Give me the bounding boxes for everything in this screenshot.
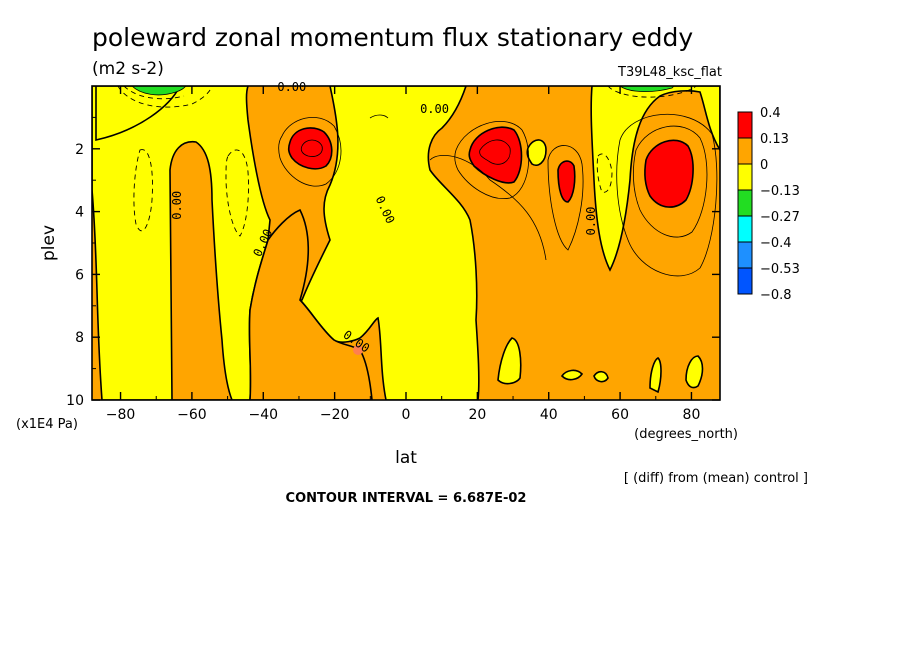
x-tick-label: −60 [177,407,207,423]
contour-ring-nh-big [616,113,718,277]
y-tick-label: 8 [75,330,84,346]
x-tick-label: 80 [683,407,701,423]
x-tick-label: 40 [540,407,558,423]
x-tick-label: 20 [468,407,486,423]
field-yellow-nh-blob-6 [593,370,609,383]
colorbar-label: 0 [760,158,768,173]
field-yellow-equator [298,86,480,400]
x-tick-label: −20 [320,407,350,423]
plot-area [92,86,720,400]
field-yellow-nh-blob-5 [560,369,584,381]
colorbar-swatch [737,137,753,165]
contour-thin-1 [429,155,547,261]
y-axis-units: (x1E4 Pa) [16,417,78,432]
colorbar-swatch [737,163,753,191]
colorbar-label: 0.4 [760,106,781,121]
experiment-label: T39L48_ksc_flat [617,65,722,80]
y-tick-label: 10 [66,393,84,409]
field-yellow-nh-blob-3 [649,357,662,394]
field-salmon-spot [353,345,363,355]
colorbar-swatch [737,189,753,217]
field-red-nh-2 [557,160,576,203]
contour-interval: CONTOUR INTERVAL = 6.687E-02 [286,491,527,506]
contour-label: 0.00 [277,80,306,94]
chart-units: (m2 s-2) [92,59,164,79]
y-axis-label: plev [39,225,59,261]
diff-note: [ (diff) from (mean) control ] [624,471,808,486]
contour-dash-3 [596,153,613,193]
contour-thin-2 [369,114,389,119]
chart-title: poleward zonal momentum flux stationary … [92,23,693,52]
contour-dash-1 [133,149,153,232]
contour-dash-2 [225,149,249,237]
colorbar-label: −0.53 [760,262,800,277]
field-red-nh-1 [468,126,523,184]
colorbar-label: −0.13 [760,184,800,199]
x-tick-label: −80 [106,407,136,423]
field-orange-sh-tongue [169,141,233,400]
colorbar-swatch [737,215,753,243]
x-tick-label: 0 [402,407,411,423]
colorbar-legend: 0.4 0.13 0 −0.13 −0.27 −0.4 −0.53 −0.8 [737,106,800,303]
field-yellow-nh-blob-4 [685,355,704,389]
y-tick-label: 6 [75,267,84,283]
field-red-nh-3 [644,139,694,208]
x-tick-label: −40 [248,407,278,423]
colorbar-swatch [737,111,753,139]
contour-inner-sh [300,139,323,157]
x-tick-label: 60 [611,407,629,423]
contour-ring-nh-1 [454,121,530,200]
field-green-nh-top [619,86,675,92]
colorbar-label: −0.27 [760,210,800,225]
field-yellow-nh-high [590,86,720,272]
colorbar-label: −0.4 [760,236,792,251]
contour-label: 0.00 [170,191,184,220]
contour-inner-nh [479,139,511,165]
x-axis: −80 −60 −40 −20 0 20 40 60 80 [106,86,701,423]
y-axis: 2 4 6 8 10 [66,116,720,409]
colorbar-swatch [737,241,753,269]
x-axis-label: lat [395,448,417,468]
contour-ring-nh-2 [547,145,584,251]
contour-dash-sh-top [117,86,213,108]
y-tick-label: 2 [75,142,84,158]
x-axis-units: (degrees_north) [634,427,738,442]
colorbar-swatch [737,267,753,295]
colorbar-label: 0.13 [760,132,789,147]
field-green-sh-top [131,86,187,96]
field-yellow-nh-blob-2 [497,337,522,385]
field-yellow-nh-blob-1 [526,139,547,166]
contour-ring-sh [278,117,342,187]
y-tick-label: 4 [75,205,84,221]
contour-label: 0.00 [420,102,449,116]
contour-dash-sh-top-2 [123,86,185,100]
field-red-sh [287,127,333,170]
contour-label: 0.00 [584,207,598,236]
contour-ring-nh-3 [632,125,708,238]
colorbar-label: −0.8 [760,288,792,303]
